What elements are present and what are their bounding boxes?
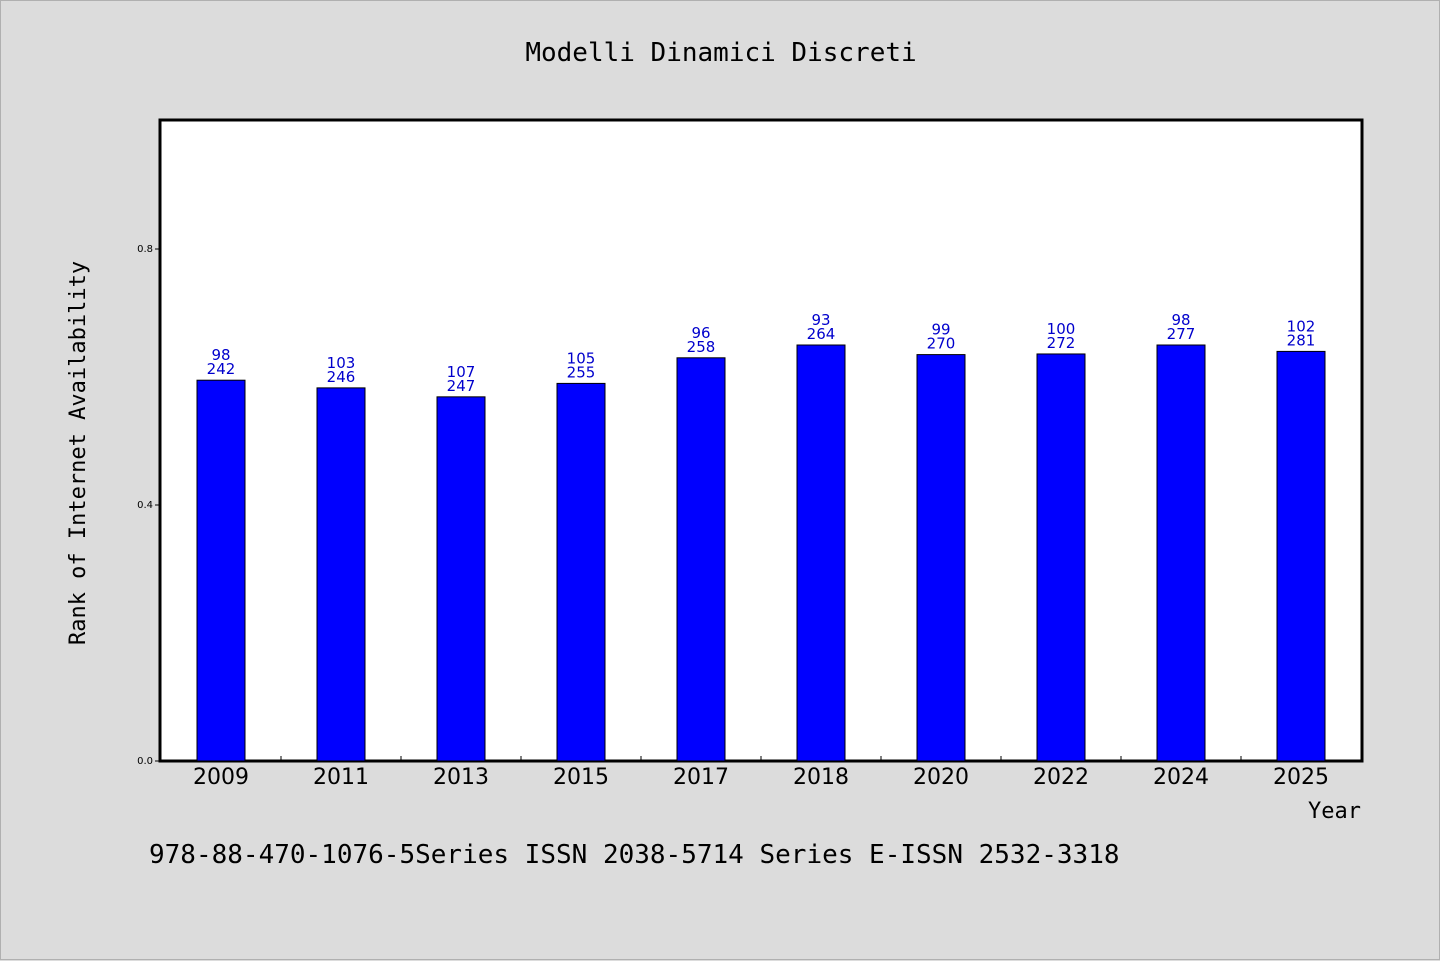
- bar: [556, 382, 606, 762]
- x-tick-label: 2017: [673, 765, 729, 790]
- y-tick-label: 0.0: [137, 756, 153, 767]
- y-tick-label: 0.4: [137, 500, 153, 511]
- bar-label-top: 102: [1287, 317, 1316, 335]
- y-tick-label: 0.8: [137, 244, 153, 255]
- bar: [316, 387, 366, 762]
- x-tick-label: 2024: [1153, 765, 1209, 790]
- x-tick-label: 2015: [553, 765, 609, 790]
- bar: [1156, 344, 1206, 762]
- bar-label-top: 100: [1047, 320, 1076, 338]
- bar-label-top: 105: [567, 349, 596, 367]
- bar-label-top: 93: [811, 311, 830, 329]
- x-tick-label: 2022: [1033, 765, 1089, 790]
- bar: [196, 379, 246, 762]
- bar-series: [196, 344, 1326, 762]
- bar-label-top: 96: [691, 324, 710, 342]
- y-axis-label: Rank of Internet Availability: [66, 261, 91, 645]
- bar-label-bottom: 255: [567, 363, 596, 381]
- bar-label-top: 98: [1171, 311, 1190, 329]
- bar-label-bottom: 264: [807, 325, 836, 343]
- y-axis: 0.0 0.4 0.8: [137, 244, 161, 767]
- x-tick-label: 2009: [193, 765, 249, 790]
- bar: [796, 344, 846, 762]
- x-tick-label: 2013: [433, 765, 489, 790]
- footer-text: 978-88-470-1076-5Series ISSN 2038-5714 S…: [149, 840, 1120, 870]
- bar: [436, 396, 486, 762]
- bar: [916, 354, 966, 762]
- bar-label-top: 107: [447, 363, 476, 381]
- x-tick-label: 2011: [313, 765, 369, 790]
- bar-label-top: 98: [211, 346, 230, 364]
- x-tick-label: 2025: [1273, 765, 1329, 790]
- x-tick-label: 2020: [913, 765, 969, 790]
- bar: [1276, 350, 1326, 762]
- bar: [676, 357, 726, 762]
- x-tick-label: 2018: [793, 765, 849, 790]
- bar-label-bottom: 270: [927, 335, 956, 353]
- bar-label-top: 103: [327, 354, 356, 372]
- bar-label-top: 99: [931, 321, 950, 339]
- bar-label-bottom: 247: [447, 377, 476, 395]
- bar-label-bottom: 242: [207, 360, 236, 378]
- bar-label-bottom: 272: [1047, 334, 1076, 352]
- bar-label-bottom: 281: [1287, 331, 1316, 349]
- x-axis: 2009 2011 2013 2015 2017 2018 2020 2022 2024 2025: [193, 756, 1329, 790]
- bar-label-bottom: 246: [327, 368, 356, 386]
- bar: [1036, 353, 1086, 762]
- bar-label-bottom: 258: [687, 338, 716, 356]
- chart-title: Modelli Dinamici Discreti: [525, 38, 916, 68]
- bar-label-bottom: 277: [1167, 325, 1196, 343]
- x-axis-label: Year: [1308, 799, 1361, 824]
